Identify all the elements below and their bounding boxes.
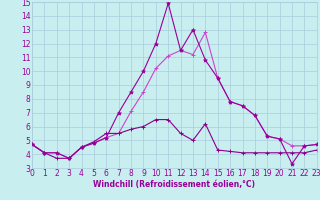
X-axis label: Windchill (Refroidissement éolien,°C): Windchill (Refroidissement éolien,°C) bbox=[93, 180, 255, 189]
